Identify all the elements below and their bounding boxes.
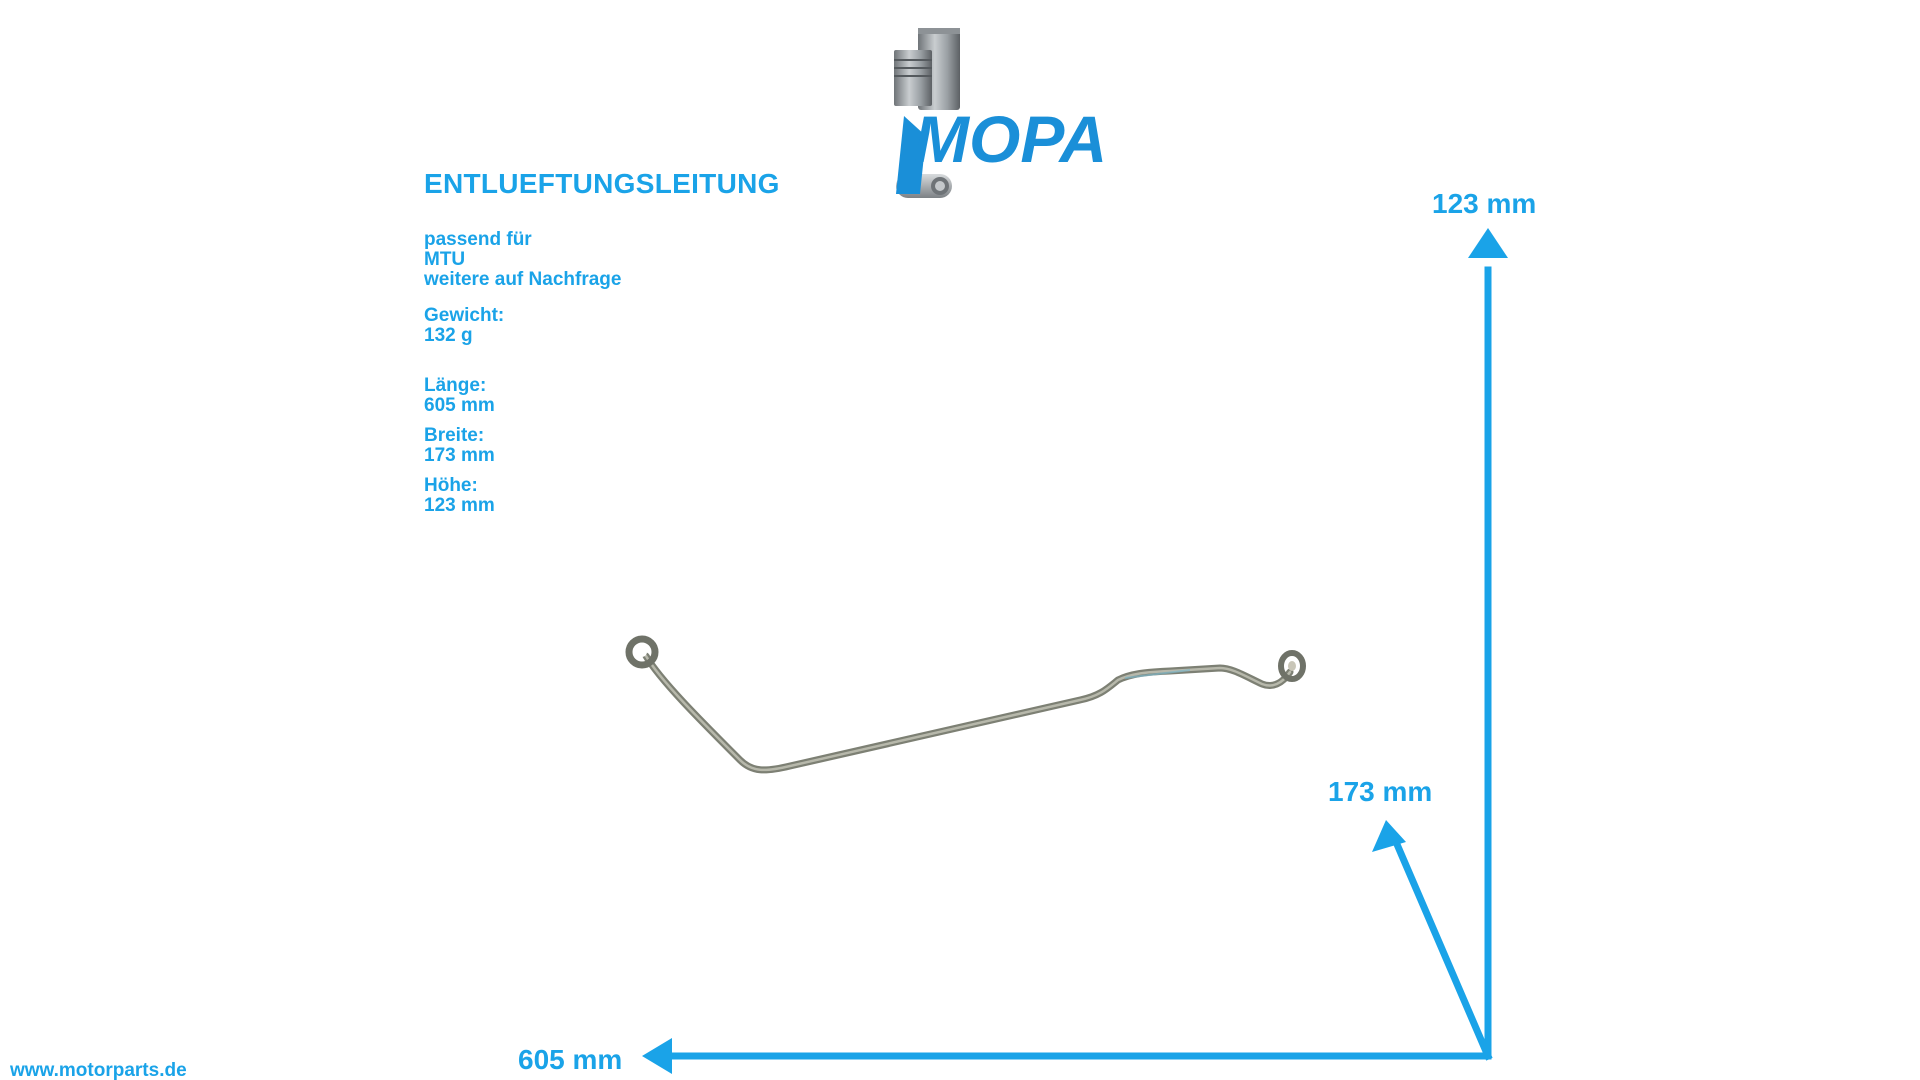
length-dimension-label: 605 mm	[518, 1044, 623, 1075]
width-block: Breite: 173 mm	[424, 426, 495, 466]
height-value: 123 mm	[424, 495, 495, 516]
width-dimension-label: 173 mm	[1328, 776, 1433, 807]
product-title: ENTLUEFTUNGSLEITUNG	[424, 168, 780, 199]
width-arrowhead	[1372, 820, 1406, 852]
piston-icon	[894, 28, 960, 198]
width-value: 173 mm	[424, 445, 495, 466]
width-arrow-line	[1391, 837, 1493, 1061]
fitment-note: weitere auf Nachfrage	[424, 269, 622, 290]
height-block: Höhe: 123 mm	[424, 476, 495, 516]
fitment-label: passend für	[424, 229, 532, 250]
website-link[interactable]: www.motorparts.de	[10, 1060, 187, 1080]
height-arrowhead	[1468, 228, 1508, 258]
length-arrowhead	[642, 1038, 672, 1074]
fitment-block: passend für MTU weitere auf Nachfrage	[424, 230, 621, 290]
fitment-make: MTU	[424, 249, 466, 270]
mopa-logo: MOPA	[894, 28, 1107, 198]
weight-label: Gewicht:	[424, 305, 505, 326]
width-label: Breite:	[424, 425, 485, 446]
length-label: Länge:	[424, 375, 487, 396]
weight-block: Gewicht: 132 g	[424, 306, 504, 346]
svg-text:MOPA: MOPA	[914, 102, 1107, 176]
weight-value: 132 g	[424, 325, 473, 346]
height-dimension-label: 123 mm	[1432, 188, 1537, 219]
length-value: 605 mm	[424, 395, 495, 416]
length-block: Länge: 605 mm	[424, 376, 495, 416]
height-label: Höhe:	[424, 475, 478, 496]
